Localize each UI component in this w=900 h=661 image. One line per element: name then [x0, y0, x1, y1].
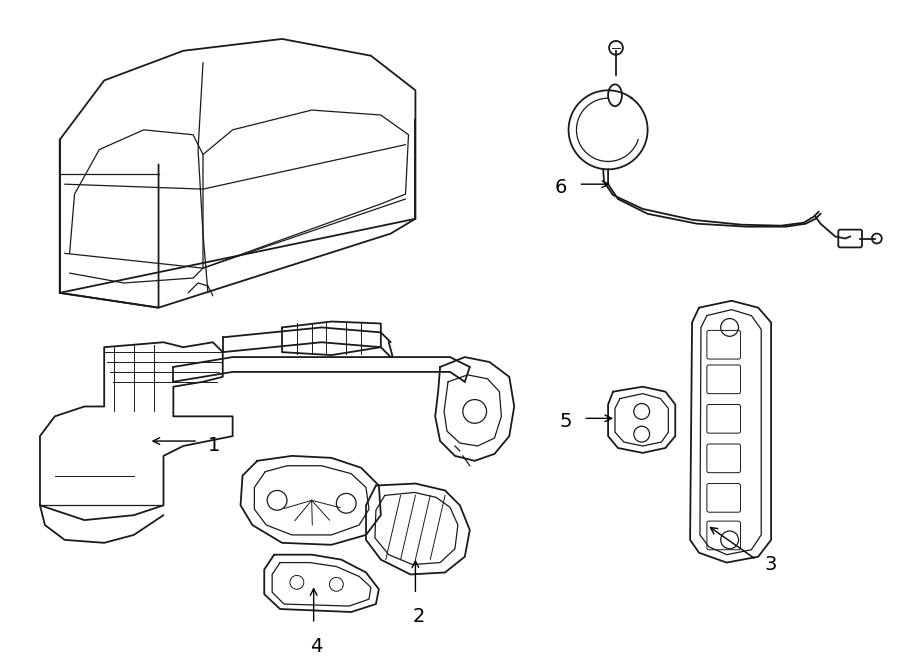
Text: 2: 2 [412, 607, 425, 626]
FancyBboxPatch shape [706, 405, 741, 433]
Text: 3: 3 [764, 555, 777, 574]
FancyBboxPatch shape [706, 484, 741, 512]
Ellipse shape [608, 85, 622, 106]
Text: 5: 5 [559, 412, 572, 431]
Text: 6: 6 [554, 178, 567, 196]
FancyBboxPatch shape [706, 444, 741, 473]
FancyBboxPatch shape [706, 365, 741, 394]
FancyBboxPatch shape [706, 330, 741, 359]
Text: 1: 1 [208, 436, 220, 455]
Text: 4: 4 [310, 637, 323, 656]
FancyBboxPatch shape [706, 521, 741, 550]
FancyBboxPatch shape [838, 229, 862, 247]
